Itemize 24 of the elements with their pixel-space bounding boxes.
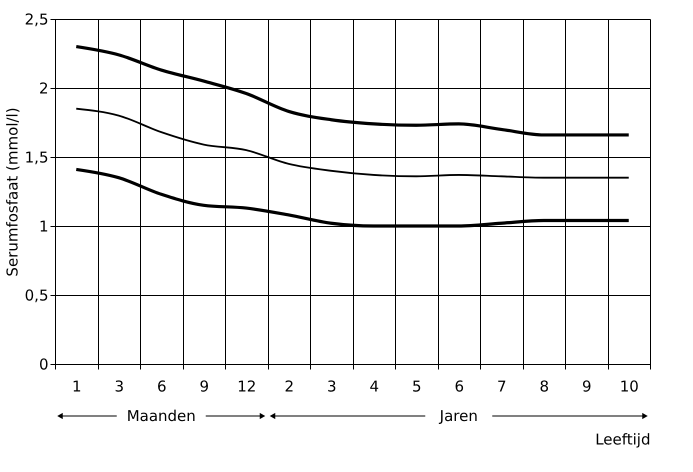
x-tick-label: 6 [454, 378, 464, 396]
x-axis-title: Leeftijd [595, 430, 650, 448]
y-tick-label: 2 [38, 80, 48, 98]
x-tick-label: 6 [156, 378, 167, 396]
y-tick-label: 1 [38, 218, 48, 236]
x-tick-label: 8 [539, 378, 550, 396]
y-tick-label: 1,5 [24, 148, 48, 166]
x-tick-label: 9 [199, 378, 210, 396]
x-tick-label: 9 [582, 378, 592, 396]
x-tick-label: 2 [284, 378, 294, 396]
y-tick-label: 0,5 [24, 286, 48, 304]
text: Jaren [438, 407, 478, 425]
x-tick-label: 5 [412, 378, 422, 396]
x-tick-label: 1 [72, 378, 82, 396]
y-tick-label: 0 [38, 356, 48, 374]
x-tick-label: 7 [496, 378, 507, 396]
y-axis-title: Serumfosfaat (mmol/l) [4, 107, 22, 277]
y-tick-label: 2,5 [24, 10, 48, 28]
x-tick-label: 10 [620, 378, 639, 396]
x-tick-label: 4 [369, 378, 380, 396]
text: Maanden [126, 407, 196, 425]
x-tick-label: 3 [114, 378, 124, 396]
x-tick-label: 3 [326, 378, 337, 396]
x-tick-label: 12 [237, 378, 256, 396]
